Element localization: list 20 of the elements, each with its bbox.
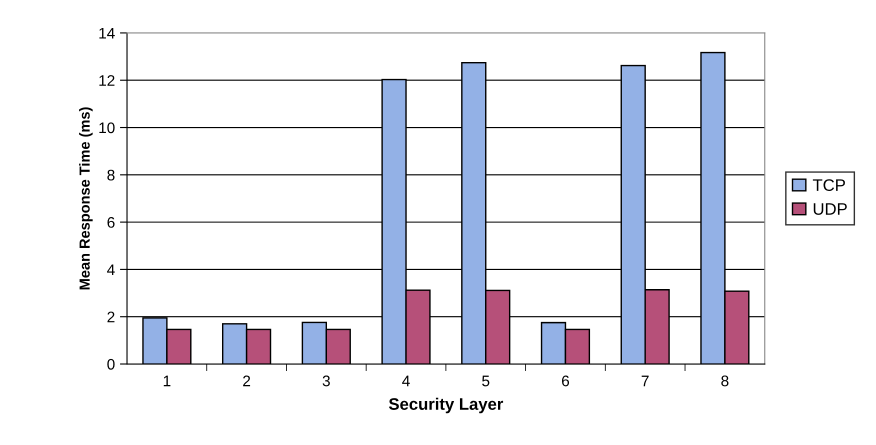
x-tick-label: 1 xyxy=(164,376,170,386)
x-tick-label: 2 xyxy=(243,376,250,386)
y-tick-label: 4 xyxy=(107,264,115,275)
y-tick-label: 0 xyxy=(107,358,115,370)
y-tick-label: 8 xyxy=(107,170,115,181)
y-axis-title: Mean Response Time (ms) xyxy=(79,107,93,290)
y-tick-label: 6 xyxy=(107,216,115,228)
x-tick-label: 4 xyxy=(402,376,410,386)
x-axis-title: Security Layer xyxy=(388,398,504,414)
legend-label: UDP xyxy=(814,203,847,215)
x-tick-label: 6 xyxy=(562,376,570,386)
legend-label: TCP xyxy=(812,179,845,192)
x-tick-label: 8 xyxy=(721,376,728,386)
y-tick-label: 14 xyxy=(99,28,115,38)
x-tick-label: 5 xyxy=(482,376,490,386)
y-tick-label: 10 xyxy=(99,122,115,134)
y-tick-label: 12 xyxy=(99,75,114,86)
y-tick-label: 2 xyxy=(107,312,114,322)
x-tick-label: 3 xyxy=(322,376,330,386)
x-tick-label: 7 xyxy=(642,376,649,386)
